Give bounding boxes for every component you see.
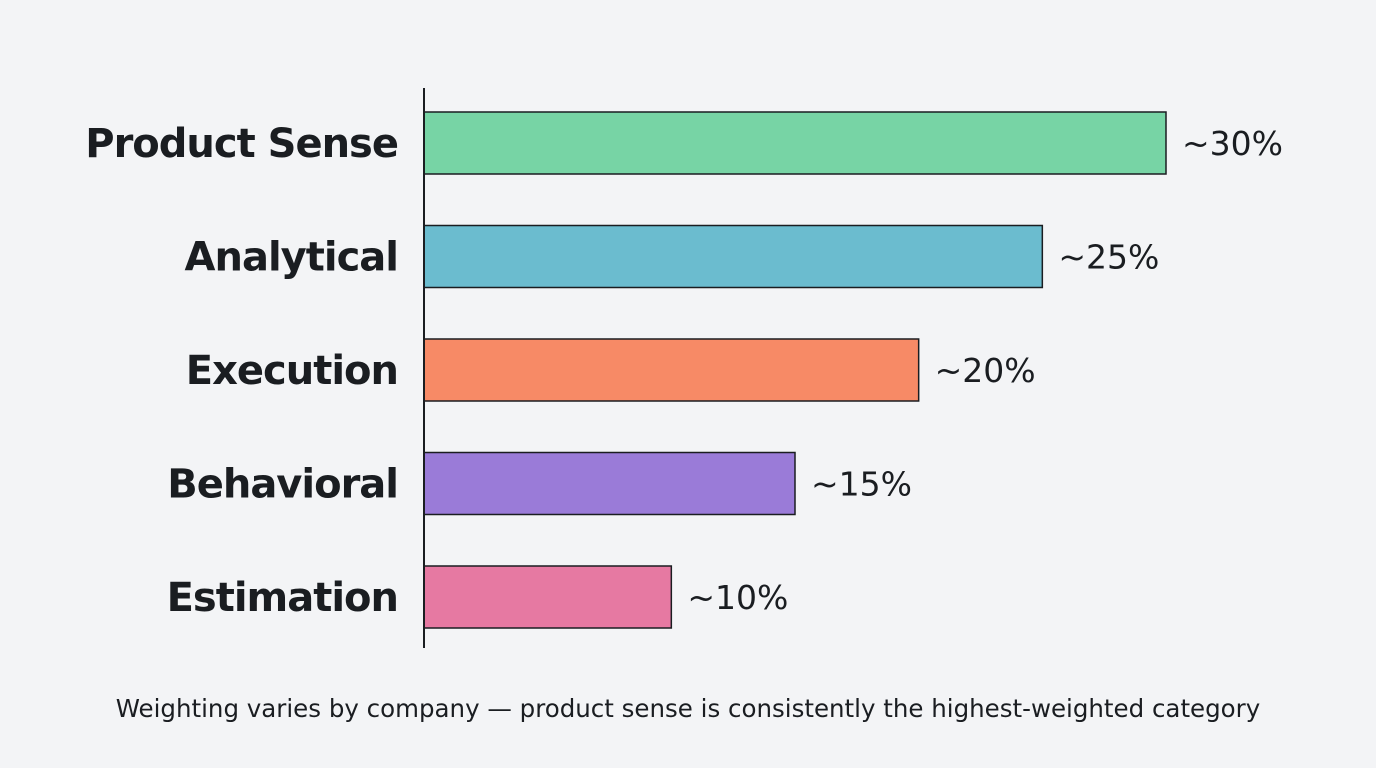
value-label: ~25%	[1058, 238, 1159, 277]
chart-caption: Weighting varies by company — product se…	[116, 694, 1260, 723]
category-label: Execution	[186, 348, 398, 394]
bar-product-sense	[423, 111, 1167, 175]
bar-execution	[423, 338, 920, 402]
category-label: Estimation	[167, 575, 398, 621]
category-label: Behavioral	[167, 462, 398, 508]
bars-group: Product Sense ~30% Analytical ~25% Execution…	[85, 111, 1283, 629]
value-label: ~30%	[1182, 124, 1283, 163]
value-label: ~15%	[811, 465, 912, 504]
value-label: ~20%	[935, 351, 1036, 390]
value-label: ~10%	[687, 578, 788, 617]
category-label: Product Sense	[85, 121, 398, 167]
bar-analytical	[423, 224, 1044, 289]
bar-estimation	[423, 565, 673, 629]
category-label: Analytical	[185, 235, 398, 281]
bar-behavioral	[423, 451, 796, 516]
